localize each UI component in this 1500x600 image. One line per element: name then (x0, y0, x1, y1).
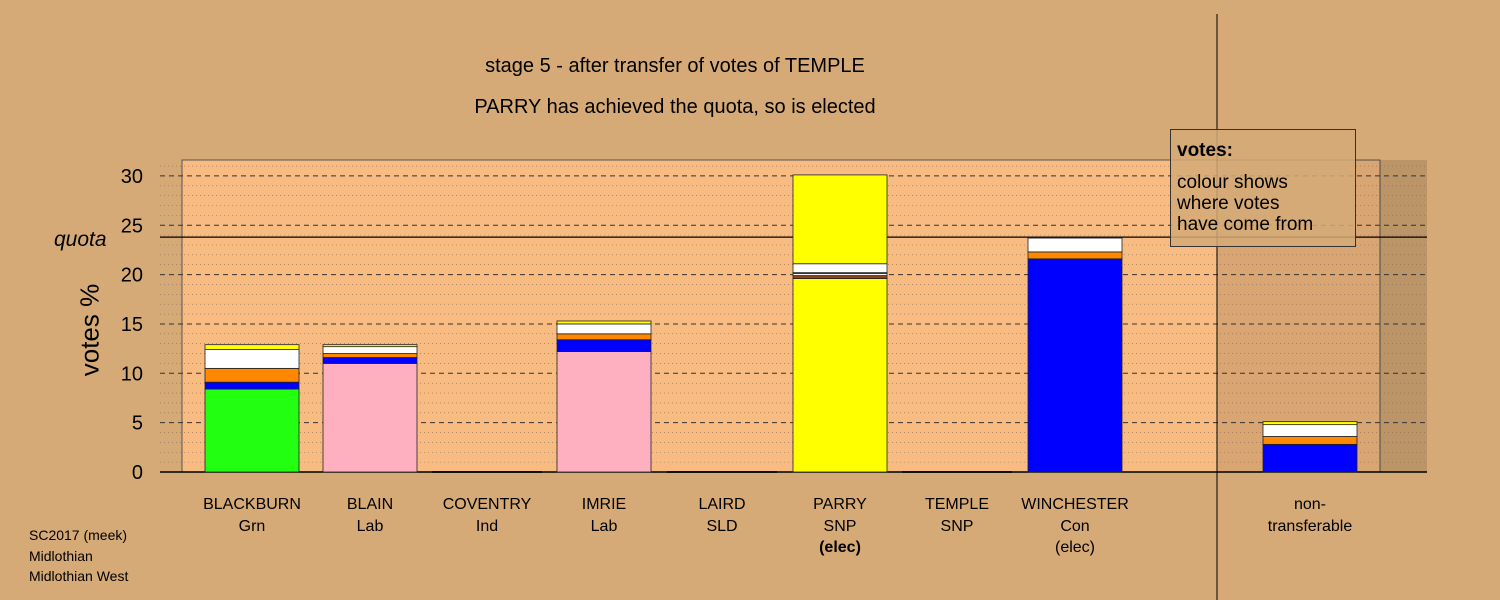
bar-segment (204, 349, 300, 369)
bar-segment (792, 263, 888, 274)
x-tick-label-name: BLAIN (347, 496, 393, 513)
x-tick-label-party: SNP (824, 518, 857, 535)
bar-segment (556, 333, 652, 341)
x-tick-label-party: Lab (591, 518, 618, 535)
bar-segment (322, 344, 418, 348)
bar-segment (322, 357, 418, 364)
y-tick-label: 5 (132, 413, 143, 435)
bar-segment (1027, 258, 1123, 473)
bar-segment (204, 388, 300, 473)
legend-line-2: where votes (1177, 193, 1280, 214)
x-tick-label-party: Grn (239, 518, 266, 535)
legend-line-1: colour shows (1177, 172, 1288, 193)
bar-segment (322, 353, 418, 358)
bar-segment (1262, 443, 1358, 473)
bar-segment (556, 320, 652, 325)
bar-segment (1262, 424, 1358, 437)
x-tick-label-name: TEMPLE (925, 496, 989, 513)
footer-ward: Midlothian West (29, 568, 129, 584)
x-tick-label-status: (elec) (1055, 539, 1095, 556)
legend-line-3: have come from (1177, 214, 1314, 235)
y-tick-label: 25 (121, 215, 143, 237)
y-tick-label: 0 (132, 462, 143, 484)
y-tick-label: 20 (121, 265, 143, 287)
x-tick-label-party: Con (1060, 518, 1089, 535)
bar-segment (1262, 436, 1358, 445)
x-tick-label-party: Lab (357, 518, 384, 535)
bar-segment (556, 339, 652, 352)
x-tick-label-name: BLACKBURN (203, 496, 301, 513)
x-tick-label-name: non- (1294, 496, 1326, 513)
x-tick-label-name: IMRIE (582, 496, 626, 513)
quota-label: quota (54, 228, 107, 251)
bar-segment (204, 367, 300, 383)
footer-council: Midlothian (29, 548, 93, 564)
x-tick-label-party: SLD (706, 518, 737, 535)
x-tick-label-party: Ind (476, 518, 498, 535)
bar-segment (1027, 237, 1123, 253)
bar-segment (556, 323, 652, 335)
bar-segment (792, 278, 888, 473)
x-tick-label-status: (elec) (819, 539, 861, 556)
chart-subtitle: PARRY has achieved the quota, so is elec… (474, 96, 876, 118)
bar-segment (322, 346, 418, 354)
y-tick-label: 10 (121, 363, 143, 385)
bar-segment (792, 275, 888, 279)
bar-segment (204, 344, 300, 351)
footer-election: SC2017 (meek) (29, 527, 128, 543)
x-tick-label-name: COVENTRY (443, 496, 532, 513)
bar-segment (792, 174, 888, 265)
x-tick-label-name: PARRY (813, 496, 867, 513)
bar-segment (1262, 421, 1358, 426)
y-tick-label: 30 (121, 166, 143, 188)
x-tick-label-name: LAIRD (698, 496, 745, 513)
legend-title: votes: (1177, 140, 1233, 161)
x-tick-label-name: WINCHESTER (1021, 496, 1129, 513)
chart-title: stage 5 - after transfer of votes of TEM… (485, 55, 865, 77)
y-tick-label: 15 (121, 314, 143, 336)
bar-segment (204, 381, 300, 390)
bar-segment (1027, 251, 1123, 260)
y-axis-label: votes % (74, 283, 105, 377)
bar-segment (556, 351, 652, 473)
x-tick-label-party: SNP (941, 518, 974, 535)
bar-segment (322, 363, 418, 473)
legend: votes: colour shows where votes have com… (1170, 129, 1356, 247)
x-tick-label-party: transferable (1268, 518, 1353, 535)
